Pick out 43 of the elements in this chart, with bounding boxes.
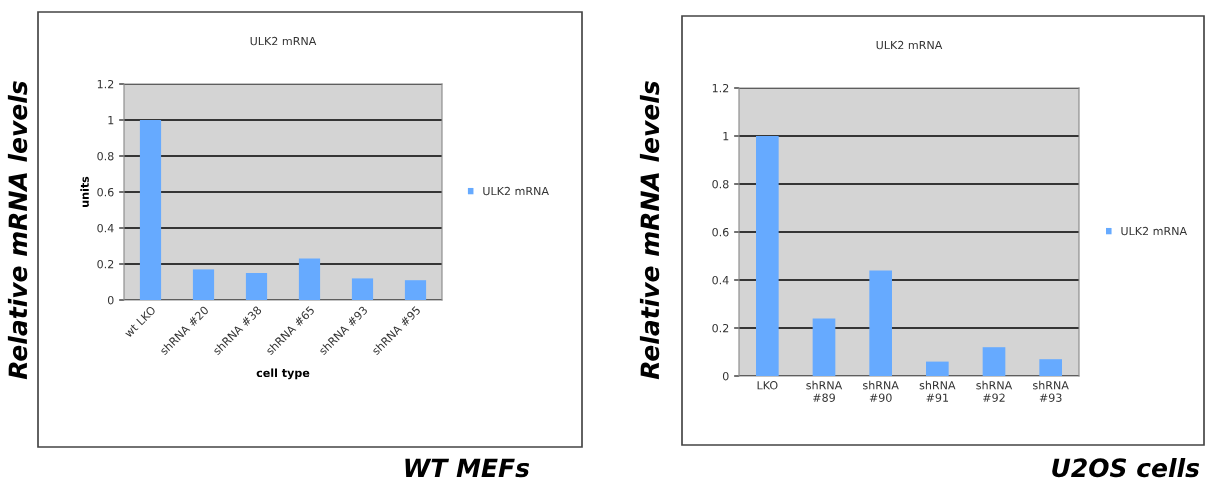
bar <box>926 361 949 376</box>
bar <box>192 269 215 300</box>
y-tick-label: 0.6 <box>712 227 729 237</box>
y-tick-label: 0 <box>107 295 114 305</box>
y-tick-label: 0.8 <box>97 151 114 161</box>
x-tick-label: LKO <box>757 381 778 390</box>
y-axis-title: units <box>80 176 89 207</box>
bar <box>404 280 427 300</box>
y-tick-label: 0 <box>722 371 729 381</box>
x-tick-label: shRNA #91 <box>919 380 956 402</box>
y-tick-label: 1.2 <box>97 79 114 89</box>
bar <box>869 270 892 376</box>
y-tick-label: 1 <box>723 132 729 141</box>
x-tick-label: shRNA #90 <box>863 380 899 402</box>
y-tick-label: 0.2 <box>97 259 114 269</box>
text: Relative mRNA levels <box>639 81 660 380</box>
text: U2OS cells <box>1052 457 1200 478</box>
text: Relative mRNA levels <box>7 81 28 380</box>
bar <box>812 318 836 376</box>
bar <box>756 136 779 376</box>
chart-title: ULK2 mRNA <box>250 36 317 46</box>
x-tick-label: shRNA #92 <box>976 380 1013 402</box>
bar <box>139 120 162 300</box>
y-tick-label: 1.2 <box>712 83 729 93</box>
y-tick-label: 0.6 <box>97 187 114 197</box>
bar <box>351 278 374 300</box>
y-tick-label: 1 <box>108 116 114 125</box>
y-tick-label: 0.2 <box>712 323 729 333</box>
bar <box>1039 359 1062 376</box>
x-tick-label: wt LKO <box>123 305 157 338</box>
x-tick-label: shRNA #93 <box>1033 380 1069 402</box>
y-tick-label: 0.4 <box>97 223 114 233</box>
x-tick-label: shRNA #89 <box>806 380 843 402</box>
y-tick-label: 0.8 <box>712 179 729 189</box>
x-axis-title: cell type <box>256 368 310 380</box>
bar <box>982 347 1006 376</box>
legend-label: ULK2 mRNA <box>1121 226 1188 236</box>
bar <box>298 258 321 300</box>
bar <box>245 273 268 300</box>
text: WT MEFs <box>405 458 530 478</box>
y-tick-label: 0.4 <box>712 275 729 285</box>
legend-label: ULK2 mRNA <box>483 186 549 196</box>
chart-title: ULK2 mRNA <box>876 40 943 50</box>
